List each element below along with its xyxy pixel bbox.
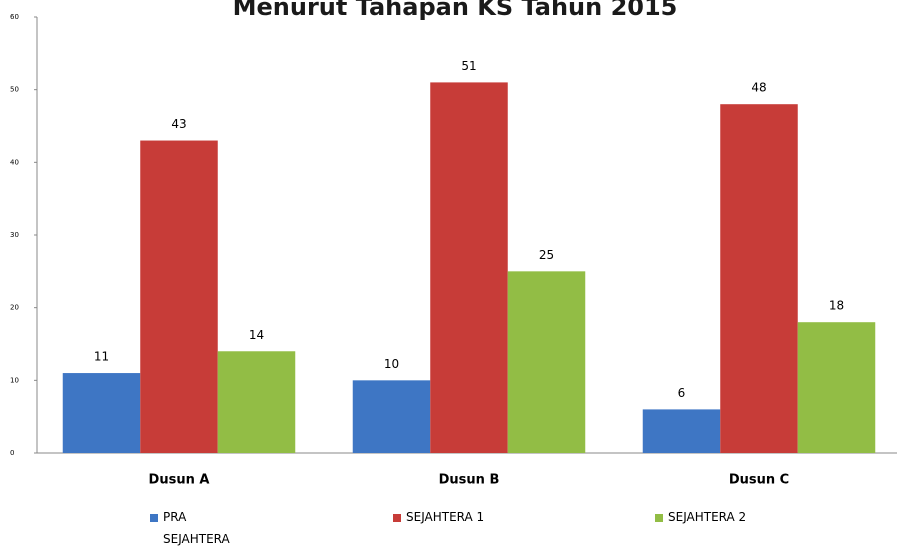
bar xyxy=(720,104,798,453)
bar xyxy=(797,322,876,453)
data-label: 51 xyxy=(461,59,476,73)
x-tick-label: Dusun B xyxy=(439,473,500,488)
data-label: 18 xyxy=(829,299,844,313)
chart-title: Menurut Tahapan KS Tahun 2015 xyxy=(233,0,678,21)
legend-label: SEJAHTERA 1 xyxy=(406,510,485,524)
data-label: 25 xyxy=(539,248,554,262)
bar xyxy=(507,271,586,453)
bar xyxy=(352,380,431,453)
y-tick-label: 0 xyxy=(10,449,14,457)
data-label: 11 xyxy=(94,350,109,364)
bar xyxy=(217,351,296,453)
y-tick-label: 60 xyxy=(10,13,19,21)
legend-swatch xyxy=(150,514,158,522)
x-tick-label: Dusun C xyxy=(729,473,789,488)
legend-entry: SEJAHTERA 1 xyxy=(406,510,485,524)
data-label: 6 xyxy=(678,386,686,400)
legend-entry: SEJAHTERA 2 xyxy=(668,510,747,524)
data-label: 48 xyxy=(751,81,766,95)
legend-label: SEJAHTERA 2 xyxy=(668,510,747,524)
data-label: 43 xyxy=(171,117,186,131)
y-tick-label: 40 xyxy=(10,158,19,166)
y-tick-label: 50 xyxy=(10,86,19,94)
y-tick-label: 30 xyxy=(10,231,19,239)
legend-swatch xyxy=(393,514,401,522)
legend-label: PRA SEJAHTERA xyxy=(163,510,230,546)
y-tick-label: 20 xyxy=(10,304,19,312)
data-label: 10 xyxy=(384,357,399,371)
y-tick-label: 10 xyxy=(10,376,19,384)
data-label: 14 xyxy=(249,328,264,342)
x-tick-label: Dusun A xyxy=(149,473,210,488)
bar xyxy=(140,140,218,454)
bar xyxy=(642,409,721,453)
legend-swatch xyxy=(655,514,663,522)
legend-entry: PRA SEJAHTERA xyxy=(163,510,230,546)
bar xyxy=(62,373,141,453)
bar xyxy=(430,82,508,454)
